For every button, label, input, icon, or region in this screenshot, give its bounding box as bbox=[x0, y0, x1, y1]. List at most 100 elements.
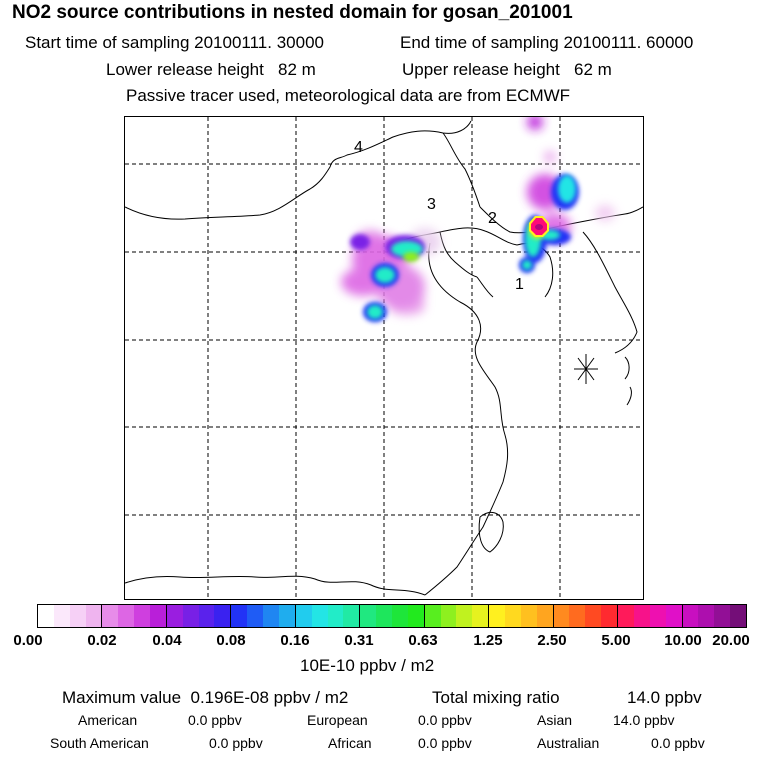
end-time: End time of sampling 20100111. 60000 bbox=[400, 33, 693, 53]
colorbar-segment bbox=[231, 605, 296, 627]
colorbar-segment bbox=[553, 605, 619, 627]
region-value-european: 0.0 ppbv bbox=[418, 712, 472, 728]
colorbar-segment bbox=[682, 605, 746, 627]
end-time-value: 20100111. 60000 bbox=[563, 33, 694, 52]
colorbar-swatch bbox=[150, 605, 166, 627]
region-value-australian: 0.0 ppbv bbox=[651, 735, 705, 751]
region-name-african: African bbox=[328, 735, 372, 751]
start-time-value: 20100111. 30000 bbox=[194, 33, 324, 52]
region-label-4: 4 bbox=[354, 139, 363, 156]
colorbar-swatch bbox=[682, 605, 699, 627]
region-name-american: American bbox=[78, 712, 138, 728]
start-time-label: Start time of sampling bbox=[25, 33, 190, 52]
colorbar-tick: 0.04 bbox=[152, 632, 182, 649]
map-panel: 4 3 2 1 bbox=[124, 116, 644, 600]
colorbar-tick: 1.25 bbox=[473, 632, 503, 649]
colorbar-swatch bbox=[69, 605, 86, 627]
colorbar-swatch bbox=[247, 605, 264, 627]
region-value-south-american: 0.0 ppbv bbox=[209, 735, 263, 751]
colorbar-swatch bbox=[278, 605, 295, 627]
region-name-asian: Asian bbox=[537, 712, 573, 728]
colorbar-swatch bbox=[85, 605, 102, 627]
colorbar-tick: 0.08 bbox=[216, 632, 246, 649]
region-label-1: 1 bbox=[515, 276, 524, 293]
maximum-value: Maximum value 0.196E-08 ppbv / m2 bbox=[62, 688, 348, 708]
maximum-number: 0.196E-08 ppbv / m2 bbox=[190, 688, 349, 707]
colorbar-swatch bbox=[391, 605, 408, 627]
colorbar-swatch bbox=[134, 605, 151, 627]
colorbar-swatch bbox=[520, 605, 537, 627]
colorbar-tick: 0.00 bbox=[13, 632, 43, 649]
total-mixing-value: 14.0 ppbv bbox=[627, 688, 702, 707]
colorbar-swatch bbox=[585, 605, 602, 627]
colorbar-swatch bbox=[38, 605, 54, 627]
region-value-american: 0.0 ppbv bbox=[188, 712, 242, 728]
colorbar-swatch bbox=[376, 605, 392, 627]
colorbar-swatch bbox=[263, 605, 279, 627]
colorbar-swatch bbox=[633, 605, 650, 627]
map-svg: 4 3 2 1 bbox=[125, 117, 643, 599]
plot-title: NO2 source contributions in nested domai… bbox=[12, 2, 573, 23]
lower-release-height: Lower release height 82 m bbox=[106, 60, 316, 80]
colorbar-swatch bbox=[649, 605, 666, 627]
colorbar-swatch bbox=[102, 605, 119, 627]
colorbar-swatch bbox=[424, 605, 441, 627]
colorbar-swatch bbox=[730, 605, 746, 627]
colorbar-segment bbox=[102, 605, 167, 627]
colorbar-swatch bbox=[360, 605, 377, 627]
colorbar-swatch bbox=[569, 605, 586, 627]
colorbar-swatch bbox=[618, 605, 634, 627]
colorbar-tick: 0.63 bbox=[408, 632, 438, 649]
region-value-african: 0.0 ppbv bbox=[418, 735, 472, 751]
colorbar-swatch bbox=[456, 605, 473, 627]
colorbar-swatch bbox=[407, 605, 424, 627]
region-label-2: 2 bbox=[488, 210, 497, 227]
upper-release-height: Upper release height 62 m bbox=[402, 60, 612, 80]
tracer-note: Passive tracer used, meteorological data… bbox=[126, 86, 571, 105]
plume-maximum bbox=[529, 216, 549, 237]
colorbar-swatch bbox=[198, 605, 215, 627]
colorbar-swatch bbox=[714, 605, 731, 627]
colorbar-swatch bbox=[166, 605, 183, 627]
total-mixing-ratio: Total mixing ratio bbox=[432, 688, 560, 708]
colorbar-swatch bbox=[231, 605, 248, 627]
colorbar-tick: 5.00 bbox=[601, 632, 631, 649]
tracer-plumes bbox=[341, 117, 615, 322]
colorbar-swatch bbox=[327, 605, 344, 627]
colorbar-swatch bbox=[472, 605, 489, 627]
colorbar-segment bbox=[424, 605, 490, 627]
region-name-south-american: South American bbox=[50, 735, 149, 751]
colorbar-swatch bbox=[536, 605, 553, 627]
colorbar-swatch bbox=[118, 605, 135, 627]
colorbar-segment bbox=[489, 605, 554, 627]
lower-height-value: 82 m bbox=[278, 60, 316, 79]
colorbar-unit: 10E-10 ppbv / m2 bbox=[300, 656, 435, 675]
colorbar-segment bbox=[295, 605, 361, 627]
upper-height-value: 62 m bbox=[574, 60, 612, 79]
colorbar bbox=[37, 604, 747, 628]
region-label-3: 3 bbox=[427, 196, 436, 213]
region-value-asian: 14.0 ppbv bbox=[613, 712, 675, 728]
colorbar-swatch bbox=[698, 605, 715, 627]
colorbar-swatch bbox=[665, 605, 682, 627]
colorbar-tick: 0.16 bbox=[280, 632, 310, 649]
region-name-european: European bbox=[307, 712, 368, 728]
colorbar-swatch bbox=[489, 605, 506, 627]
colorbar-segment bbox=[166, 605, 232, 627]
colorbar-segment bbox=[618, 605, 683, 627]
colorbar-swatch bbox=[53, 605, 70, 627]
colorbar-swatch bbox=[343, 605, 360, 627]
colorbar-swatch bbox=[440, 605, 457, 627]
start-time: Start time of sampling 20100111. 30000 bbox=[25, 33, 324, 53]
colorbar-swatch bbox=[553, 605, 570, 627]
receptor-star-icon bbox=[574, 354, 598, 384]
colorbar-swatch bbox=[214, 605, 231, 627]
colorbar-tick: 10.00 bbox=[664, 632, 702, 649]
region-name-australian: Australian bbox=[537, 735, 600, 751]
colorbar-segment bbox=[360, 605, 425, 627]
colorbar-swatch bbox=[505, 605, 521, 627]
maximum-label: Maximum value bbox=[62, 688, 182, 707]
colorbar-tick: 0.31 bbox=[344, 632, 374, 649]
colorbar-swatch bbox=[601, 605, 618, 627]
colorbar-tick: 2.50 bbox=[537, 632, 567, 649]
